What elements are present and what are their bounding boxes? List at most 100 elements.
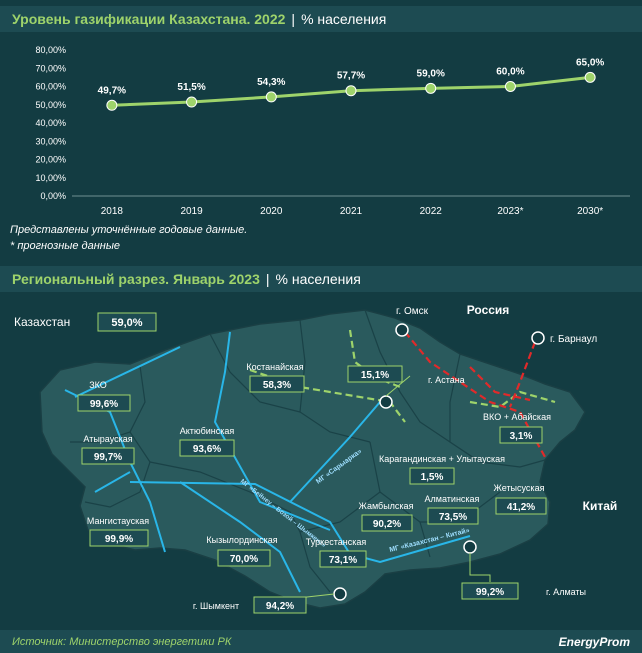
map-title-separator: | — [265, 271, 270, 287]
omsk-label: г. Омск — [396, 306, 429, 317]
x-tick-label: 2021 — [340, 206, 363, 217]
note-forecast: * прогнозные данные — [10, 240, 121, 252]
region-value-box — [347, 365, 403, 383]
region-value-box — [249, 375, 305, 393]
brand-logo: EnergyProm — [558, 634, 630, 649]
region-name: Алматинская — [425, 494, 480, 504]
region-value-box — [81, 447, 135, 465]
region-value: 70,0% — [230, 554, 258, 565]
x-tick-label: 2022 — [420, 206, 443, 217]
region-value-box — [409, 467, 455, 485]
y-tick-label: 30,00% — [35, 136, 66, 146]
y-tick-label: 0,00% — [40, 191, 66, 201]
region-value: 3,1% — [510, 431, 533, 442]
x-axis: 2018 2019 2020 2021 2022 2023* 2030* — [72, 195, 630, 217]
russia-label: Россия — [467, 303, 510, 317]
region-name: Карагандинская + Улытауская — [379, 454, 505, 464]
region-name: г. Шымкент — [193, 601, 239, 611]
y-tick-label: 40,00% — [35, 118, 66, 128]
region-name: г. Алматы — [546, 587, 586, 597]
data-point — [584, 71, 596, 83]
y-tick-label: 80,00% — [35, 45, 66, 55]
line-chart: 0,00% 10,00% 20,00% 30,00% 40,00% 50,00% 60,00… — [35, 45, 630, 217]
planned-lines — [404, 331, 546, 458]
chart-unit: % населения — [301, 11, 387, 27]
data-label: 60,0% — [496, 67, 524, 78]
x-tick-label: 2023* — [497, 206, 523, 217]
map-title-bar: Региональный разрез. Январь 2023 | % нас… — [0, 266, 642, 292]
region-name: Мангистауская — [87, 516, 149, 526]
region-value-box — [499, 426, 543, 444]
region-name: Актюбинская — [180, 426, 235, 436]
country-value-box — [97, 312, 157, 332]
region-value: 99,7% — [94, 452, 122, 463]
shymkent-marker — [333, 587, 347, 601]
region-value-box — [179, 439, 235, 457]
x-tick-label: 2030* — [577, 206, 603, 217]
data-label: 51,5% — [177, 82, 205, 93]
astana-marker — [379, 395, 393, 409]
region-value-box — [89, 529, 149, 547]
y-tick-label: 70,00% — [35, 63, 66, 73]
region-name: Туркестанская — [306, 537, 367, 547]
omsk-marker — [395, 323, 409, 337]
kazakhstan-outline — [39, 309, 586, 609]
chart-title: Уровень газификации Казахстана. 2022 — [12, 11, 286, 27]
data-label: 57,7% — [337, 71, 365, 82]
chart-title-bar: Уровень газификации Казахстана. 2022 | %… — [0, 6, 642, 32]
data-point — [265, 91, 277, 103]
data-label: 49,7% — [98, 85, 126, 96]
title-separator: | — [291, 11, 296, 27]
region-value: 93,6% — [193, 444, 221, 455]
data-point — [345, 85, 357, 97]
barnaul-marker — [531, 331, 545, 345]
region-value: 58,3% — [263, 380, 291, 391]
data-point — [425, 82, 437, 94]
region-value-box — [217, 549, 271, 567]
x-tick-label: 2018 — [101, 206, 124, 217]
y-tick-label: 60,00% — [35, 82, 66, 92]
region-value: 94,2% — [266, 601, 294, 612]
region-value-box — [361, 514, 413, 532]
china-label: Китай — [583, 499, 618, 513]
region-name: ВКО + Абайская — [483, 412, 551, 422]
region-name: Атырауская — [83, 434, 132, 444]
y-tick-label: 20,00% — [35, 155, 66, 165]
region-value: 1,5% — [421, 472, 444, 483]
data-label: 59,0% — [417, 68, 445, 79]
region-name: Кызылординская — [206, 535, 277, 545]
region-name: Жетысуская — [494, 483, 545, 493]
region-value-box — [427, 507, 479, 525]
region-value: 73,5% — [439, 512, 467, 523]
region-value: 90,2% — [373, 519, 401, 530]
data-point — [106, 99, 118, 111]
y-tick-label: 50,00% — [35, 100, 66, 110]
region-value: 15,1% — [361, 370, 389, 381]
almaty-marker — [463, 540, 477, 554]
region-value-box — [461, 582, 519, 600]
data-point — [186, 96, 198, 108]
region-name: Жамбылская — [359, 501, 414, 511]
regional-map: Казахстан 59,0% Россия Китай г. Омск г. … — [14, 303, 618, 614]
y-tick-label: 10,00% — [35, 173, 66, 183]
country-value: 59,0% — [111, 317, 142, 329]
region-name: г. Астана — [428, 375, 465, 385]
source-text: Источник: Министерство энергетики РК — [12, 635, 232, 648]
barnaul-label: г. Барнаул — [550, 334, 597, 345]
region-value: 73,1% — [329, 555, 357, 566]
region-name: Костанайская — [246, 362, 303, 372]
pipelines — [64, 331, 471, 593]
note-refined-data: Представлены уточнённые годовые данные. — [10, 224, 248, 236]
data-label: 65,0% — [576, 57, 604, 68]
data-point — [504, 81, 516, 92]
region-value-box — [319, 550, 367, 568]
region-value-box — [253, 596, 307, 614]
region-value: 99,6% — [90, 399, 118, 410]
region-value-box — [77, 394, 131, 412]
region-labels: ЗКО 99,6% Атырауская 99,7% Мангистауская 99,9… — [77, 362, 586, 614]
x-tick-label: 2019 — [180, 206, 203, 217]
region-name: ЗКО — [89, 380, 107, 390]
series-line-group: 49,7% 51,5% 54,3% 57,7% 59,0% 60,0% 65,0% — [98, 57, 604, 111]
region-value: 99,2% — [476, 587, 504, 598]
footer: Источник: Министерство энергетики РК Ene… — [0, 630, 642, 653]
